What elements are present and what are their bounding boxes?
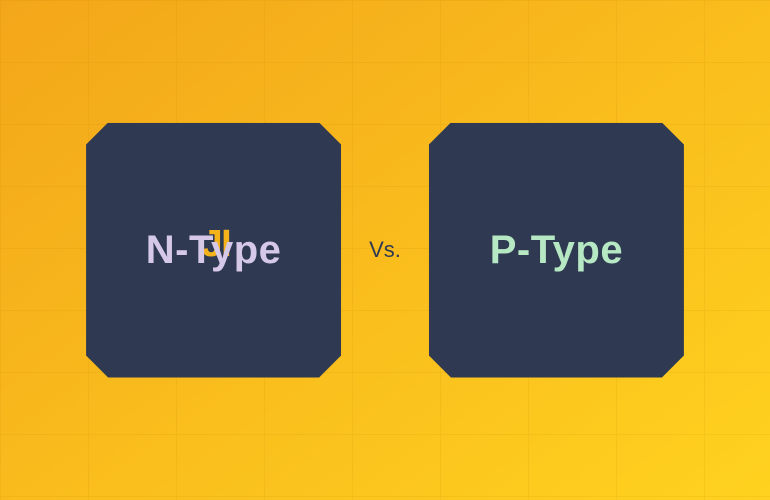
right-card-label: P-Type: [490, 228, 623, 273]
right-card: P-Type: [429, 123, 684, 378]
versus-label: Vs.: [369, 237, 401, 263]
comparison-graphic: J I N-Type Vs. P-Type: [0, 0, 770, 500]
left-card-label: N-Type: [146, 228, 282, 273]
left-card: J I N-Type: [86, 123, 341, 378]
